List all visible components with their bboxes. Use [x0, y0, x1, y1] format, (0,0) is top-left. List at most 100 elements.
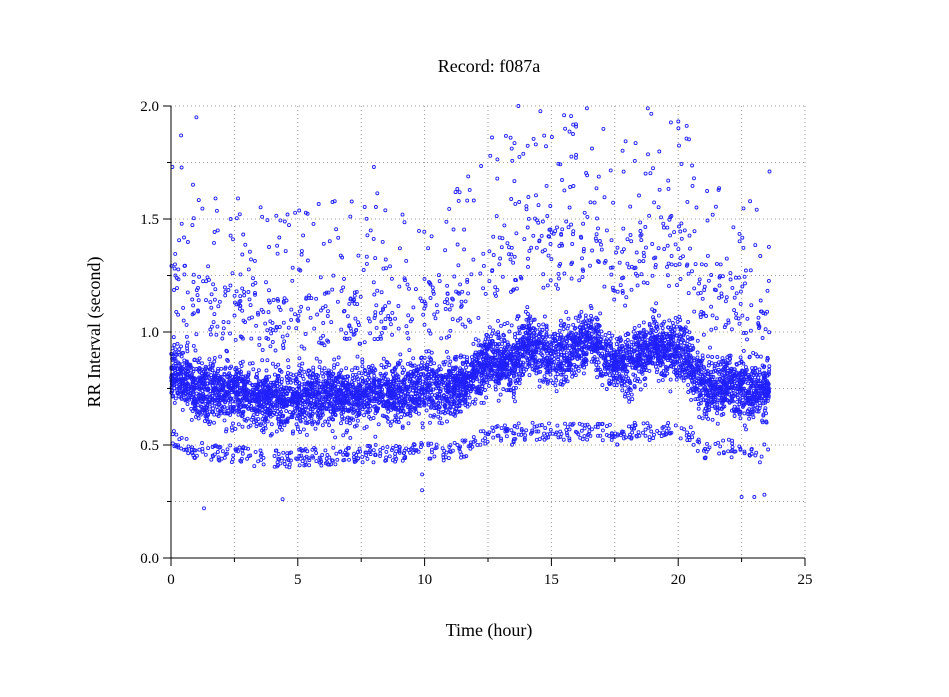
rr-point [285, 370, 290, 375]
rr-point [708, 345, 712, 350]
rr-point [299, 249, 304, 254]
rr-point [557, 276, 561, 281]
rr-point [196, 309, 201, 314]
rr-point [644, 245, 648, 250]
rr-point [580, 256, 584, 261]
rr-point [537, 423, 542, 428]
rr-point [567, 438, 572, 443]
rr-point [485, 370, 490, 375]
rr-point [274, 404, 279, 408]
rr-point [673, 263, 678, 268]
rr-point [226, 320, 231, 325]
rr-point [282, 339, 287, 344]
rr-point [397, 284, 402, 289]
rr-point [665, 264, 669, 269]
rr-point [298, 456, 303, 461]
rr-point [513, 201, 518, 206]
rr-point [696, 406, 701, 411]
rr-point [733, 275, 738, 280]
rr-point [562, 188, 567, 193]
rr-point [422, 276, 427, 281]
rr-point [181, 305, 186, 310]
rr-point [431, 289, 436, 294]
rr-point [207, 409, 212, 414]
rr-point [538, 330, 543, 335]
rr-point [212, 401, 217, 406]
rr-point [502, 223, 507, 228]
rr-point [715, 355, 720, 359]
rr-point [757, 406, 762, 411]
rr-point [697, 415, 702, 420]
rr-point [271, 298, 276, 302]
rr-point [191, 303, 196, 308]
rr-point [269, 422, 274, 427]
rr-point [697, 281, 702, 286]
rr-point [706, 363, 711, 368]
rr-point [175, 286, 179, 291]
rr-point [710, 212, 715, 217]
rr-point [269, 331, 274, 336]
rr-point [307, 463, 312, 468]
rr-point [647, 213, 652, 218]
rr-point [386, 409, 391, 414]
rr-point [437, 279, 442, 284]
rr-point [275, 243, 280, 248]
rr-point [373, 434, 378, 439]
rr-point [238, 294, 243, 299]
rr-point [598, 311, 603, 316]
rr-point [665, 273, 670, 278]
rr-point [604, 387, 609, 391]
rr-point [426, 246, 431, 251]
rr-point [692, 286, 697, 291]
rr-point [524, 207, 529, 212]
rr-point [277, 235, 282, 240]
rr-point [691, 430, 695, 435]
rr-point [347, 336, 352, 341]
rr-point [237, 445, 242, 450]
rr-point [700, 416, 705, 421]
rr-point [286, 365, 291, 370]
rr-point [711, 369, 716, 374]
rr-point [690, 163, 695, 168]
rr-point [173, 262, 177, 267]
rr-point [189, 450, 194, 455]
rr-point [497, 262, 502, 267]
rr-point [594, 232, 599, 237]
rr-point [365, 233, 370, 238]
rr-point [625, 237, 630, 242]
rr-point [388, 264, 392, 269]
rr-point [596, 260, 601, 264]
rr-point [171, 335, 176, 340]
rr-point [583, 423, 588, 428]
rr-point [724, 295, 729, 300]
rr-point [255, 387, 260, 391]
rr-point [563, 421, 567, 426]
rr-point [341, 285, 346, 290]
rr-point [253, 280, 258, 285]
rr-point [763, 311, 768, 316]
rr-point [759, 454, 764, 459]
rr-point [609, 238, 614, 243]
rr-point [730, 445, 735, 449]
rr-point [339, 288, 344, 293]
rr-point [179, 344, 183, 349]
rr-point [362, 413, 366, 418]
rr-point [209, 457, 214, 462]
rr-point [604, 424, 609, 429]
rr-point [445, 297, 450, 302]
rr-point [471, 439, 476, 444]
rr-point [496, 332, 501, 337]
rr-point [248, 453, 253, 458]
rr-point [716, 187, 721, 192]
rr-point [355, 418, 360, 423]
rr-point [490, 425, 495, 430]
rr-point [374, 325, 379, 330]
rr-point [595, 357, 600, 362]
rr-point [496, 398, 501, 403]
rr-point [222, 455, 227, 460]
rr-point [555, 423, 560, 428]
rr-point [645, 281, 650, 286]
rr-point [590, 248, 595, 253]
rr-point [191, 369, 196, 374]
rr-point [495, 342, 500, 347]
